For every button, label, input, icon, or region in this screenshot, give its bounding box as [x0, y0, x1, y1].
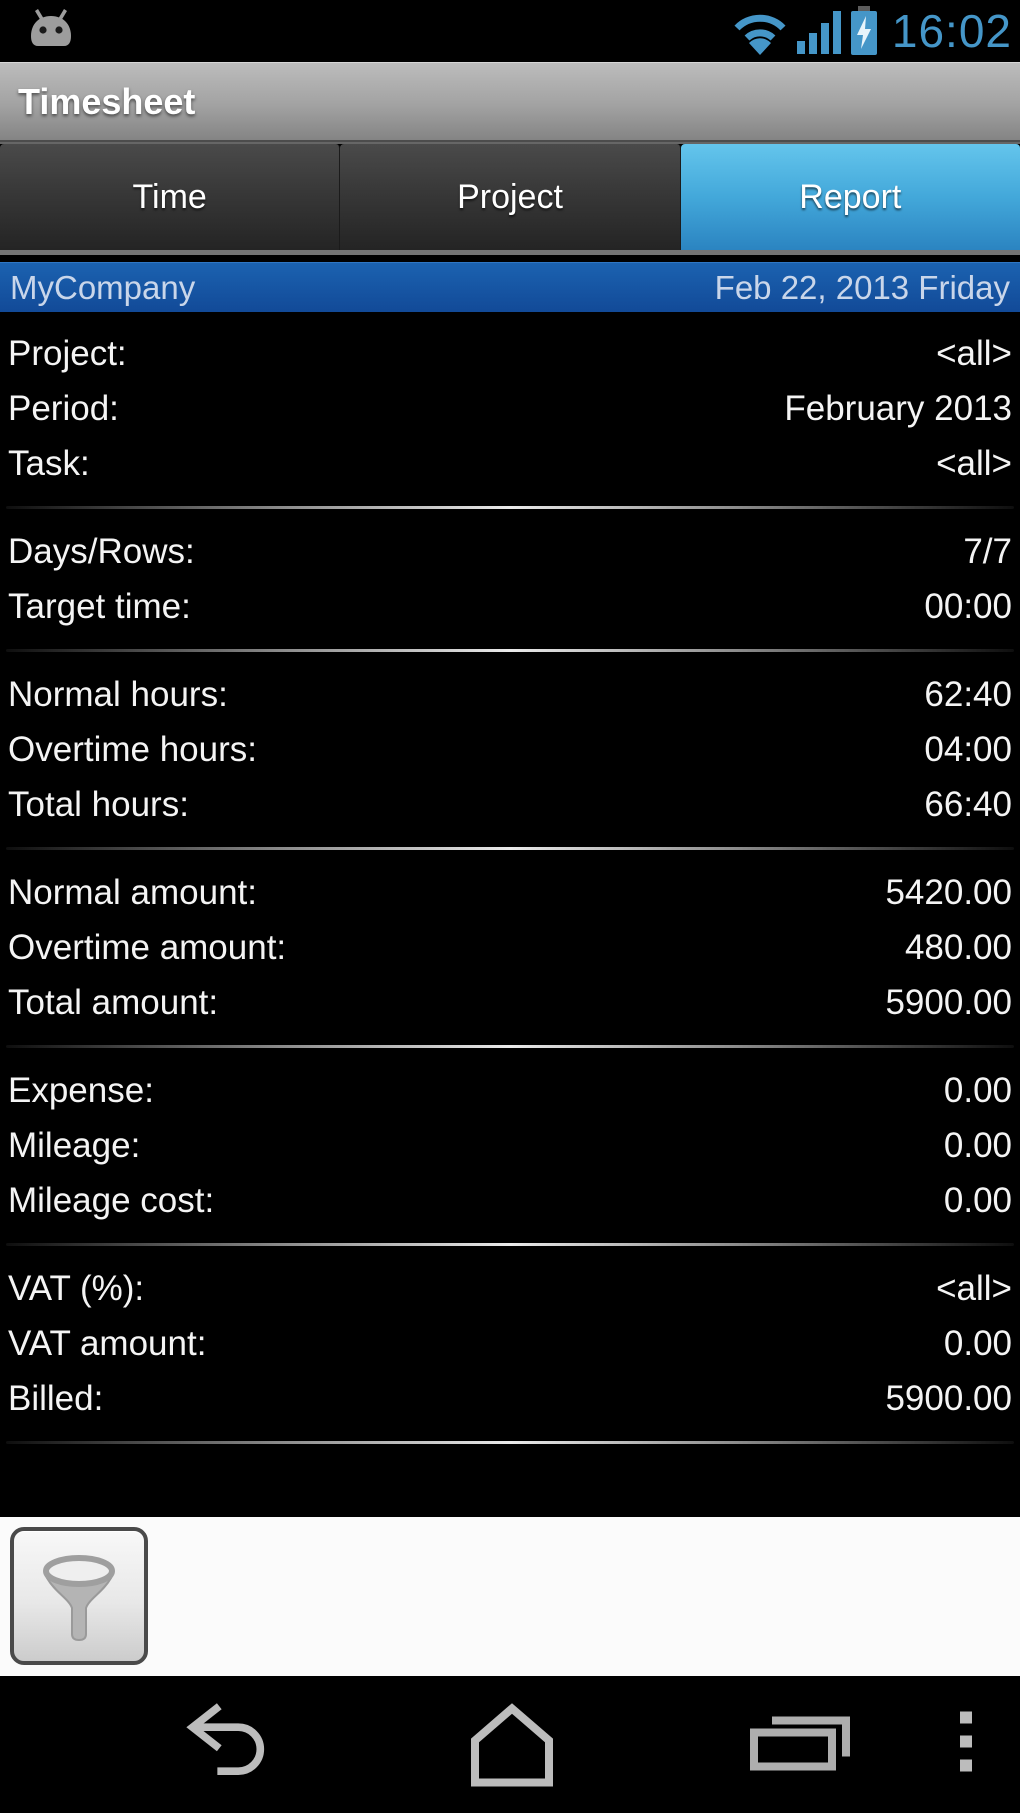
row-label: Billed: [8, 1378, 104, 1418]
section-divider [6, 1045, 1014, 1048]
wifi-icon [732, 6, 788, 56]
row-value: 5900.00 [885, 1378, 1012, 1418]
tab-bar-gap [0, 255, 1020, 262]
report-row: Overtime hours: 04:00 [0, 722, 1020, 777]
tab-time[interactable]: Time [0, 144, 341, 250]
menu-overflow-button[interactable] [959, 1711, 973, 1778]
recents-button[interactable] [750, 1714, 850, 1775]
row-value: 0.00 [943, 1180, 1012, 1220]
section-divider [6, 1441, 1014, 1444]
section-divider [6, 649, 1014, 652]
row-label: Days/Rows: [8, 531, 195, 571]
row-value: 04:00 [924, 729, 1012, 769]
navigation-bar [0, 1676, 1020, 1813]
report-row: Mileage cost: 0.00 [0, 1173, 1020, 1228]
tab-bar-bottom-edge [0, 250, 1020, 255]
row-label: Project: [8, 333, 127, 373]
report-row: Billed: 5900.00 [0, 1371, 1020, 1426]
report-row: Days/Rows: 7/7 [0, 524, 1020, 579]
row-value: 66:40 [924, 784, 1012, 824]
row-value: February 2013 [784, 388, 1012, 428]
title-bar: Timesheet [0, 62, 1020, 142]
report-row: Total hours: 66:40 [0, 777, 1020, 832]
row-label: Overtime hours: [8, 729, 257, 769]
section-divider [6, 847, 1014, 850]
report-row: Normal amount: 5420.00 [0, 865, 1020, 920]
report-header-row[interactable]: MyCompany Feb 22, 2013 Friday [0, 262, 1020, 312]
row-label: Normal amount: [8, 872, 257, 912]
row-label: Mileage: [8, 1125, 141, 1165]
row-value: 7/7 [963, 531, 1012, 571]
report-row: Overtime amount: 480.00 [0, 920, 1020, 975]
section-divider [6, 1243, 1014, 1246]
report-row: Mileage: 0.00 [0, 1118, 1020, 1173]
row-value: 62:40 [924, 674, 1012, 714]
row-label: Overtime amount: [8, 927, 287, 967]
row-label: Normal hours: [8, 674, 228, 714]
row-value: <all> [936, 443, 1012, 483]
signal-strength-icon [796, 7, 842, 55]
row-value: 5420.00 [885, 872, 1012, 912]
report-row: VAT (%): <all> [0, 1261, 1020, 1316]
row-value: <all> [936, 333, 1012, 373]
report-row: Normal hours: 62:40 [0, 667, 1020, 722]
tab-report[interactable]: Report [680, 144, 1020, 250]
report-section: Project: <all> Period: February 2013 Task: <a… [0, 326, 1020, 491]
row-value: 0.00 [943, 1070, 1012, 1110]
funnel-icon [33, 1544, 125, 1649]
filter-button[interactable] [10, 1527, 148, 1665]
tab-bar: Time Project Report [0, 142, 1020, 250]
report-row: Target time: 00:00 [0, 579, 1020, 634]
section-divider [6, 506, 1014, 509]
report-row: Expense: 0.00 [0, 1063, 1020, 1118]
row-label: Expense: [8, 1070, 154, 1110]
clock-text: 16:02 [891, 5, 1012, 57]
company-name: MyCompany [10, 268, 196, 306]
report-section: Normal amount: 5420.00 Overtime amount: 480… [0, 865, 1020, 1030]
report-row: Task: <all> [0, 436, 1020, 491]
back-button[interactable] [177, 1700, 273, 1789]
row-value: 480.00 [904, 927, 1012, 967]
app-title: Timesheet [18, 80, 196, 122]
row-label: VAT (%): [8, 1268, 145, 1308]
android-robot-icon [26, 8, 76, 55]
report-section: VAT (%): <all> VAT amount: 0.00 Billed: 5900.… [0, 1261, 1020, 1426]
row-label: Period: [8, 388, 119, 428]
report-section: Normal hours: 62:40 Overtime hours: 04:00 To… [0, 667, 1020, 832]
row-value: 00:00 [924, 586, 1012, 626]
row-label: Total hours: [8, 784, 189, 824]
status-bar: 16:02 [0, 0, 1020, 62]
row-label: VAT amount: [8, 1323, 207, 1363]
row-value: <all> [936, 1268, 1012, 1308]
report-row: Total amount: 5900.00 [0, 975, 1020, 1030]
report-panel: MyCompany Feb 22, 2013 Friday Project: <a… [0, 262, 1020, 1459]
row-value: 0.00 [943, 1323, 1012, 1363]
row-label: Target time: [8, 586, 191, 626]
report-sections: Project: <all> Period: February 2013 Task: <a… [0, 312, 1020, 1444]
tab-project[interactable]: Project [340, 144, 681, 250]
row-label: Total amount: [8, 982, 219, 1022]
row-label: Task: [8, 443, 90, 483]
report-date: Feb 22, 2013 Friday [714, 268, 1010, 306]
report-section: Days/Rows: 7/7 Target time: 00:00 [0, 524, 1020, 634]
report-section: Expense: 0.00 Mileage: 0.00 Mileage cost: 0.0… [0, 1063, 1020, 1228]
bottom-toolbar [0, 1517, 1020, 1676]
battery-charging-icon [850, 6, 878, 56]
row-value: 5900.00 [885, 982, 1012, 1022]
report-row: VAT amount: 0.00 [0, 1316, 1020, 1371]
row-label: Mileage cost: [8, 1180, 215, 1220]
row-value: 0.00 [943, 1125, 1012, 1165]
report-row: Period: February 2013 [0, 381, 1020, 436]
home-button[interactable] [462, 1698, 562, 1791]
report-row: Project: <all> [0, 326, 1020, 381]
